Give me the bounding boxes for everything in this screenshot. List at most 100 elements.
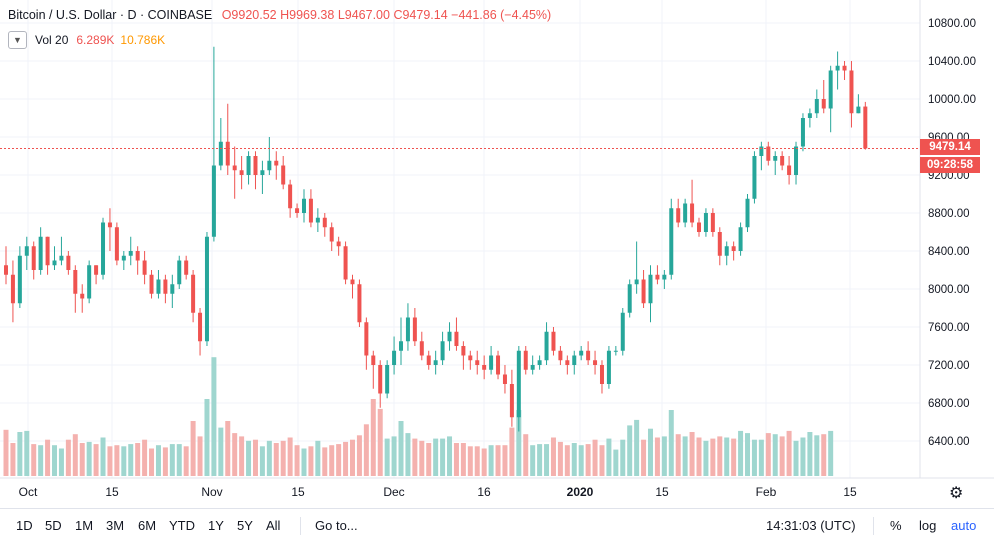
percent-scale-toggle[interactable]: % [890, 518, 902, 533]
candle-body [225, 141, 230, 166]
candle-body [502, 374, 507, 384]
volume-bar [585, 444, 591, 476]
range-6m-button[interactable]: 6M [138, 518, 157, 533]
volume-bar [453, 443, 459, 476]
price-chart[interactable]: 10800.0010400.0010000.009600.009200.0088… [0, 0, 994, 508]
candle [17, 246, 22, 308]
auto-scale-toggle[interactable]: auto [951, 518, 977, 533]
candle-body [523, 350, 528, 370]
volume-bar [336, 444, 342, 476]
candle-body [385, 365, 390, 394]
volume-bar [86, 441, 92, 476]
range-all-button[interactable]: All [266, 518, 281, 533]
candle [593, 350, 598, 375]
volume-bar [828, 430, 834, 476]
candle [4, 246, 8, 285]
time-axis-label: 15 [843, 485, 857, 499]
candle [530, 355, 535, 375]
gear-icon[interactable]: ⚙ [949, 485, 964, 502]
utc-clock[interactable]: 14:31:03 (UTC) [766, 518, 856, 533]
volume-bar [550, 437, 556, 476]
candle-body [94, 265, 99, 275]
volume-bar [259, 446, 265, 476]
candle-body [315, 217, 320, 223]
volume-bar [169, 444, 175, 476]
candle-body [690, 203, 695, 223]
candle [551, 327, 556, 356]
candle [94, 265, 99, 285]
candle-body [426, 355, 431, 365]
range-3m-button[interactable]: 3M [106, 518, 125, 533]
candle [849, 61, 854, 128]
volume-bar [52, 445, 58, 476]
log-scale-toggle[interactable]: log [919, 518, 937, 533]
time-axis-label: 16 [477, 485, 491, 499]
candle-body [655, 274, 660, 280]
volume-bar [128, 444, 134, 476]
volume-bar [634, 419, 640, 476]
candle-body [135, 251, 140, 261]
candle [558, 346, 563, 365]
candle-body [509, 384, 514, 418]
symbol-title: Bitcoin / U.S. Dollar · D · COINBASE [8, 8, 213, 22]
volume-bar [571, 443, 577, 476]
candle [392, 336, 397, 375]
candle-body [662, 274, 667, 280]
candle [73, 265, 78, 313]
range-ytd-button[interactable]: YTD [169, 518, 195, 533]
volume-bar [502, 445, 508, 476]
candle-body [440, 341, 445, 361]
volume-bar [308, 446, 314, 476]
candle-body [156, 279, 161, 294]
candle-body [710, 213, 715, 232]
chevron-down-icon[interactable]: ▼ [8, 31, 27, 49]
candle [426, 350, 431, 370]
candle [52, 246, 57, 270]
range-1y-button[interactable]: 1Y [208, 518, 224, 533]
goto-button[interactable]: Go to... [315, 518, 358, 533]
candle [371, 350, 376, 389]
time-axis-label: 15 [105, 485, 119, 499]
volume-bar [467, 446, 473, 476]
candle-body [482, 365, 487, 370]
volume-label: Vol 20 [35, 33, 69, 47]
volume-bar [266, 440, 272, 476]
time-axis[interactable]: Oct 15 Nov 15 Dec 16 2020 15 Feb 15 [19, 485, 857, 499]
candle-body [177, 260, 182, 285]
volume-bar [557, 441, 563, 476]
range-5d-button[interactable]: 5D [45, 518, 62, 533]
price-axis-label: 6400.00 [928, 436, 970, 448]
candle-body [288, 184, 293, 209]
candle-body [73, 270, 78, 294]
candle [447, 322, 452, 351]
volume-bar [447, 436, 453, 476]
price-axis[interactable]: 10800.0010400.0010000.009600.009200.0088… [928, 18, 976, 448]
candle-body [232, 165, 237, 171]
volume-ma-value: 10.786K [120, 33, 166, 47]
volume-bar [717, 436, 723, 476]
candle [717, 227, 722, 266]
volume-bar [731, 438, 737, 476]
candle [613, 346, 618, 356]
range-5y-button[interactable]: 5Y [237, 518, 253, 533]
candle-body [281, 165, 286, 185]
time-axis-label: 15 [291, 485, 305, 499]
volume-bar [474, 446, 480, 476]
candle [773, 151, 778, 175]
range-1d-button[interactable]: 1D [16, 518, 33, 533]
candle-body [572, 355, 577, 365]
candle [641, 270, 646, 308]
volume-bar [377, 408, 383, 476]
candle-body [357, 284, 362, 323]
candle-body [544, 331, 549, 361]
symbol-legend: Bitcoin / U.S. Dollar · D · COINBASE O99… [8, 8, 551, 22]
candle-body [551, 331, 556, 351]
candle-body [198, 312, 203, 342]
candle [710, 208, 715, 237]
volume-bar [149, 448, 155, 476]
range-1m-button[interactable]: 1M [75, 518, 94, 533]
volume-legend: ▼ Vol 20 6.289K 10.786K [8, 31, 165, 49]
volume-bar [246, 440, 252, 476]
volume-bar [544, 444, 550, 476]
candle [149, 270, 154, 299]
